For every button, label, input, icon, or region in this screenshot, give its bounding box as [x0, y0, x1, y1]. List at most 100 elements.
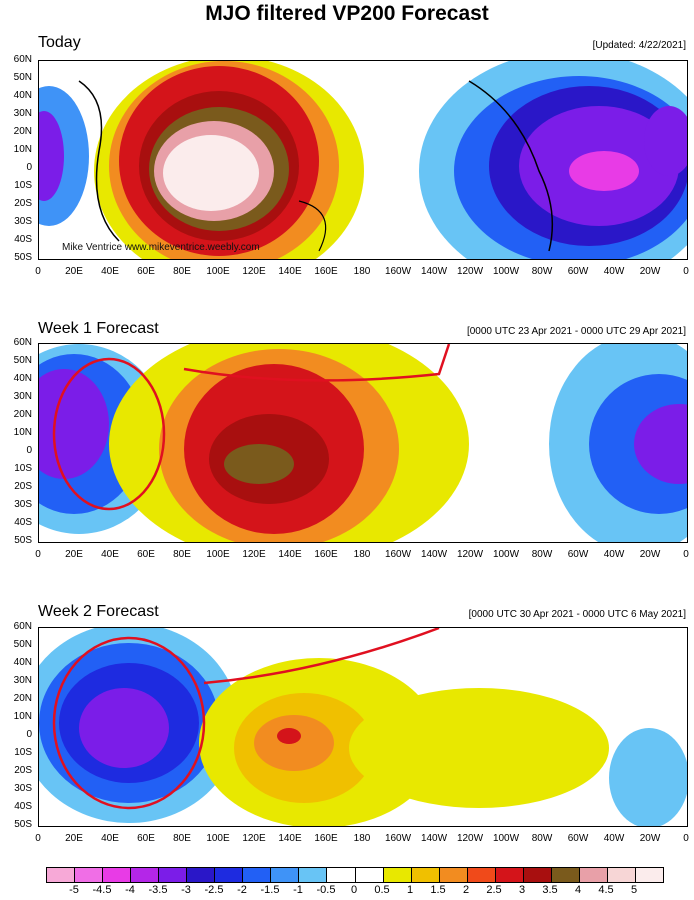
colorbar-swatch	[495, 868, 524, 882]
lat-label: 50S	[14, 252, 32, 263]
lon-label: 140E	[278, 266, 302, 277]
colorbar-swatch	[355, 868, 384, 882]
colorbar-swatch	[187, 868, 216, 882]
colorbar-label: 4.5	[598, 884, 614, 896]
lat-label: 20S	[14, 198, 32, 209]
colorbar-label: -4	[125, 884, 135, 896]
colorbar-label: 3	[518, 884, 526, 896]
lon-label: 60W	[567, 266, 589, 277]
lat-label: 40N	[13, 657, 32, 668]
lon-label: 160W	[384, 833, 412, 844]
lon-label: 80E	[173, 549, 191, 560]
lat-label: 40S	[14, 517, 32, 528]
colorbar-label: -4.5	[92, 884, 112, 896]
lat-label: 50S	[14, 819, 32, 830]
lon-label: 80E	[173, 833, 191, 844]
lon-label: 100E	[206, 266, 230, 277]
colorbar-swatch	[327, 868, 356, 882]
lat-label: 40S	[14, 234, 32, 245]
colorbar-label: 2	[462, 884, 470, 896]
lat-label: 30S	[14, 216, 32, 227]
colorbar-label: -0.5	[316, 884, 336, 896]
lon-label: 80W	[531, 266, 553, 277]
lat-label: 60N	[13, 621, 32, 632]
lon-label: 180	[353, 266, 371, 277]
lon-label: 60E	[137, 549, 155, 560]
lat-label: 0	[26, 445, 32, 456]
colorbar	[46, 867, 664, 883]
credit-text: Mike Ventrice www.mikeventrice.weebly.co…	[62, 242, 260, 253]
colorbar-label: 4	[574, 884, 582, 896]
panel-date-week2: [0000 UTC 30 Apr 2021 - 0000 UTC 6 May 2…	[468, 609, 686, 620]
lon-label: 120W	[456, 833, 484, 844]
lon-label: 40E	[101, 833, 119, 844]
colorbar-swatch	[271, 868, 300, 882]
colorbar-label: -2.5	[204, 884, 224, 896]
lon-label: 100E	[206, 833, 230, 844]
colorbar-swatch	[635, 868, 664, 882]
page-title: MJO filtered VP200 Forecast	[205, 2, 489, 25]
panel-date-today: [Updated: 4/22/2021]	[592, 40, 686, 51]
panel-title-today: Today	[38, 34, 81, 51]
lat-label: 30N	[13, 108, 32, 119]
lat-label: 20S	[14, 481, 32, 492]
colorbar-swatch	[243, 868, 272, 882]
lon-label: 60W	[567, 549, 589, 560]
lon-label: 0	[683, 549, 689, 560]
colorbar-swatch	[215, 868, 244, 882]
lon-label: 160W	[384, 266, 412, 277]
lat-label: 30S	[14, 499, 32, 510]
map-week2	[38, 627, 688, 827]
lat-label: 0	[26, 729, 32, 740]
lon-label: 20E	[65, 549, 83, 560]
lon-label: 80W	[531, 549, 553, 560]
map-today	[38, 60, 688, 260]
colorbar-label: 3.5	[542, 884, 558, 896]
lon-label: 140E	[278, 833, 302, 844]
lat-label: 50N	[13, 639, 32, 650]
colorbar-swatch	[47, 868, 76, 882]
lat-label: 10S	[14, 747, 32, 758]
lon-label: 120E	[242, 549, 266, 560]
lat-label: 10S	[14, 180, 32, 191]
lon-label: 0	[35, 266, 41, 277]
lat-label: 10N	[13, 144, 32, 155]
colorbar-swatch	[75, 868, 104, 882]
lon-label: 40E	[101, 266, 119, 277]
colorbar-label: -3.5	[148, 884, 168, 896]
colorbar-swatch	[103, 868, 132, 882]
lon-label: 140W	[420, 549, 448, 560]
lon-label: 20W	[639, 833, 661, 844]
colorbar-swatch	[159, 868, 188, 882]
lon-label: 40W	[603, 266, 625, 277]
lon-label: 60E	[137, 266, 155, 277]
lon-label: 60W	[567, 833, 589, 844]
lon-label: 80E	[173, 266, 191, 277]
lon-label: 0	[35, 833, 41, 844]
lon-label: 180	[353, 549, 371, 560]
lat-label: 40N	[13, 373, 32, 384]
colorbar-swatch	[299, 868, 328, 882]
map-week1	[38, 343, 688, 543]
colorbar-swatch	[551, 868, 580, 882]
lon-label: 20W	[639, 549, 661, 560]
lon-label: 160W	[384, 549, 412, 560]
lon-label: 40W	[603, 833, 625, 844]
lon-label: 20E	[65, 833, 83, 844]
lat-label: 0	[26, 162, 32, 173]
lon-label: 100W	[492, 266, 520, 277]
lat-label: 20S	[14, 765, 32, 776]
lat-label: 10N	[13, 427, 32, 438]
lon-label: 0	[35, 549, 41, 560]
lat-label: 40N	[13, 90, 32, 101]
lon-label: 20E	[65, 266, 83, 277]
colorbar-label: -2	[237, 884, 247, 896]
lat-label: 60N	[13, 54, 32, 65]
colorbar-swatch	[523, 868, 552, 882]
colorbar-swatch	[439, 868, 468, 882]
lon-label: 0	[683, 833, 689, 844]
lon-label: 140E	[278, 549, 302, 560]
lon-label: 100W	[492, 549, 520, 560]
lon-label: 20W	[639, 266, 661, 277]
lon-label: 40W	[603, 549, 625, 560]
